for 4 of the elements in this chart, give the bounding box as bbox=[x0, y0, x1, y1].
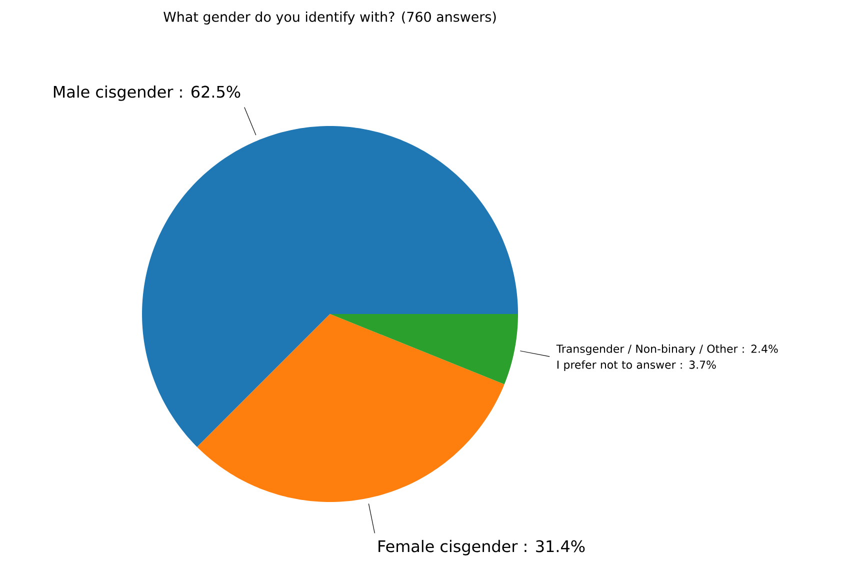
slice-label: Male cisgender : 62.5% bbox=[54, 85, 240, 101]
slice-label: Transgender / Non-binary / Other : 2.4% I prefer not to answer : 3.7% bbox=[556, 344, 778, 371]
chart-title: What gender do you identify with? (760 answers) bbox=[164, 11, 496, 24]
slice-label: Female cisgender : 31.4% bbox=[378, 540, 585, 556]
